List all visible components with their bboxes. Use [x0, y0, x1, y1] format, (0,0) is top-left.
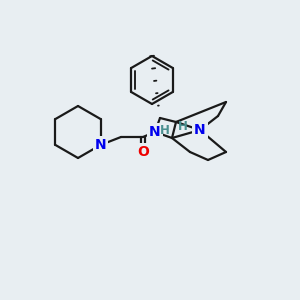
Text: H: H [160, 124, 170, 137]
Text: N: N [194, 123, 206, 137]
Text: N: N [95, 138, 106, 152]
Text: H: H [178, 121, 188, 134]
Text: O: O [137, 145, 149, 159]
Text: N: N [149, 125, 161, 139]
